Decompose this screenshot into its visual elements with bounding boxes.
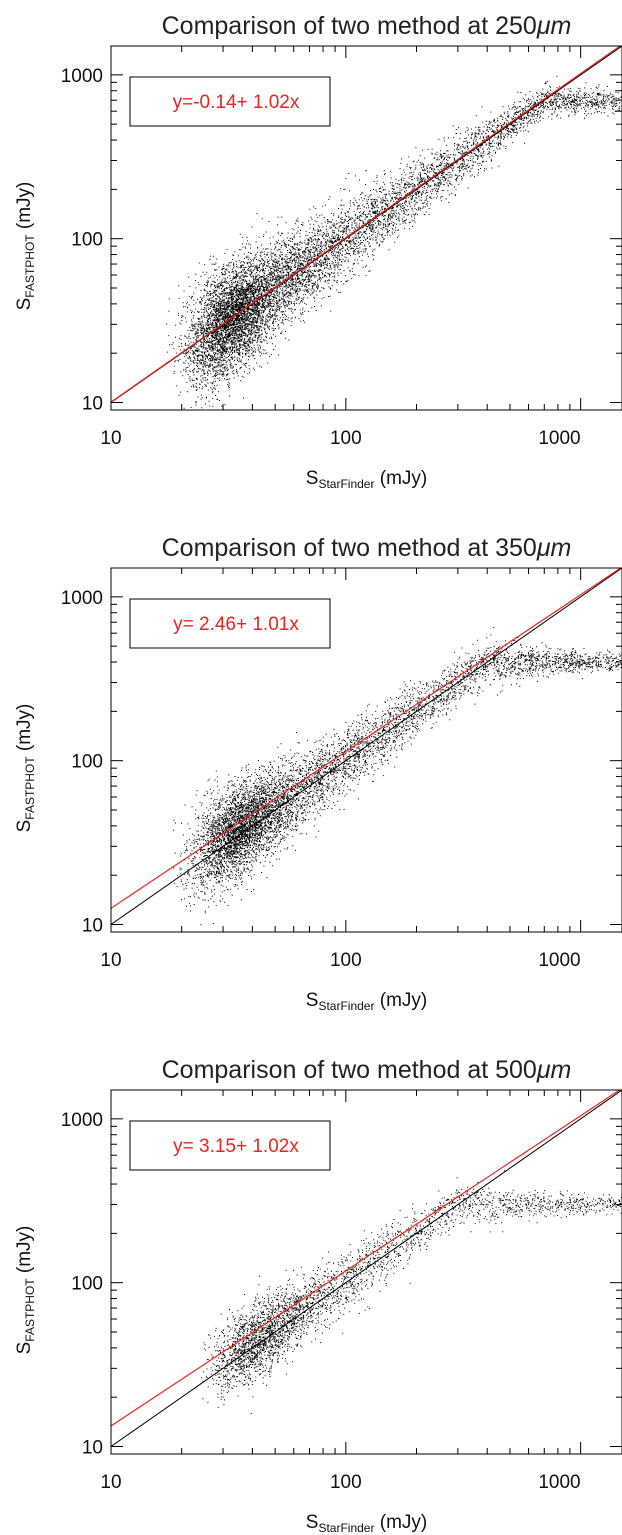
chart-title: Comparison of two method at 250μm xyxy=(162,12,572,40)
y-axis-label-unit: (mJy) xyxy=(14,1226,35,1279)
x-tick-label: 1000 xyxy=(538,1472,580,1493)
y-tick-label: 1000 xyxy=(61,588,103,609)
y-axis-label: SFASTPHOT (mJy) xyxy=(14,182,37,311)
x-axis-label-main: S xyxy=(306,1512,319,1533)
x-tick-label: 10 xyxy=(100,428,121,449)
scatter-points xyxy=(172,627,622,926)
chart-title-text: Comparison of two method at 250 xyxy=(162,12,537,40)
fit-equation: y= 2.46+ 1.01x xyxy=(173,614,299,635)
legend-box xyxy=(129,1120,331,1171)
y-tick-label: 1000 xyxy=(61,66,103,87)
one-to-one-line xyxy=(111,568,622,925)
x-tick-label: 100 xyxy=(330,428,362,449)
y-axis-label-unit: (mJy) xyxy=(14,182,35,235)
chart-title-unit: μm xyxy=(536,1056,572,1084)
y-axis-label-sub: FASTPHOT xyxy=(23,756,37,820)
y-axis-label: SFASTPHOT (mJy) xyxy=(14,1226,37,1355)
chart-title: Comparison of two method at 500μm xyxy=(162,1056,572,1084)
y-axis-label-main: S xyxy=(14,820,35,833)
axis-ticks xyxy=(110,568,622,933)
x-tick-label: 100 xyxy=(330,950,362,971)
x-axis-label-unit: (mJy) xyxy=(374,468,427,489)
plot-area xyxy=(111,1090,622,1447)
fit-line xyxy=(111,46,622,403)
y-tick-label: 100 xyxy=(71,752,103,773)
scatter-panel-3: Comparison of two method at 500μm 10 100 10… xyxy=(14,1056,622,1535)
chart-title-text: Comparison of two method at 350 xyxy=(162,534,537,562)
x-axis-label-sub: StarFinder xyxy=(318,999,374,1013)
x-tick-label: 100 xyxy=(330,1472,362,1493)
fit-line xyxy=(111,1090,621,1427)
chart-title-text: Comparison of two method at 500 xyxy=(162,1056,537,1084)
axis-ticks xyxy=(110,1090,622,1455)
y-tick-label: 10 xyxy=(82,916,103,937)
scatter-panel-2: Comparison of two method at 350μm 10 100 10… xyxy=(14,534,622,1013)
plot-frame xyxy=(110,45,622,411)
x-axis-label-main: S xyxy=(306,468,319,489)
x-axis-label: SStarFinder (mJy) xyxy=(306,1512,427,1535)
fit-line xyxy=(111,568,622,909)
x-axis-label-sub: StarFinder xyxy=(318,477,374,491)
y-axis-label-main: S xyxy=(14,1342,35,1355)
x-tick-label: 10 xyxy=(100,950,121,971)
y-tick-label: 100 xyxy=(71,230,103,251)
fit-equation: y=-0.14+ 1.02x xyxy=(173,92,300,113)
x-axis-label-sub: StarFinder xyxy=(318,1521,374,1535)
axis-ticks xyxy=(110,46,622,411)
x-axis-label: SStarFinder (mJy) xyxy=(306,468,427,491)
chart-title-unit: μm xyxy=(536,12,572,40)
fit-equation: y= 3.15+ 1.02x xyxy=(173,1136,299,1157)
y-axis-label-unit: (mJy) xyxy=(14,704,35,757)
one-to-one-line xyxy=(111,1090,622,1447)
y-tick-label: 100 xyxy=(71,1274,103,1295)
y-tick-label: 10 xyxy=(82,1438,103,1459)
x-axis-label-unit: (mJy) xyxy=(374,990,427,1011)
y-axis-label: SFASTPHOT (mJy) xyxy=(14,704,37,833)
x-tick-label: 1000 xyxy=(538,428,580,449)
y-axis-label-sub: FASTPHOT xyxy=(23,1278,37,1342)
x-axis-label: SStarFinder (mJy) xyxy=(306,990,427,1013)
y-tick-label: 1000 xyxy=(61,1110,103,1131)
plot-frame xyxy=(110,567,622,933)
x-axis-label-unit: (mJy) xyxy=(374,1512,427,1533)
plot-area xyxy=(111,46,622,409)
y-axis-label-sub: FASTPHOT xyxy=(23,234,37,298)
x-axis-label-main: S xyxy=(306,990,319,1011)
scatter-points xyxy=(201,1170,622,1414)
y-axis-label-main: S xyxy=(14,298,35,311)
scatter-panel-1: Comparison of two method at 250μm 10 100 10… xyxy=(14,12,622,491)
legend-box xyxy=(129,598,331,649)
x-tick-label: 1000 xyxy=(538,950,580,971)
plot-frame xyxy=(110,1089,622,1455)
legend-box xyxy=(129,76,331,127)
plot-area xyxy=(111,568,622,926)
y-tick-label: 10 xyxy=(82,394,103,415)
x-tick-label: 10 xyxy=(100,1472,121,1493)
chart-title: Comparison of two method at 350μm xyxy=(162,534,572,562)
chart-title-unit: μm xyxy=(536,534,572,562)
